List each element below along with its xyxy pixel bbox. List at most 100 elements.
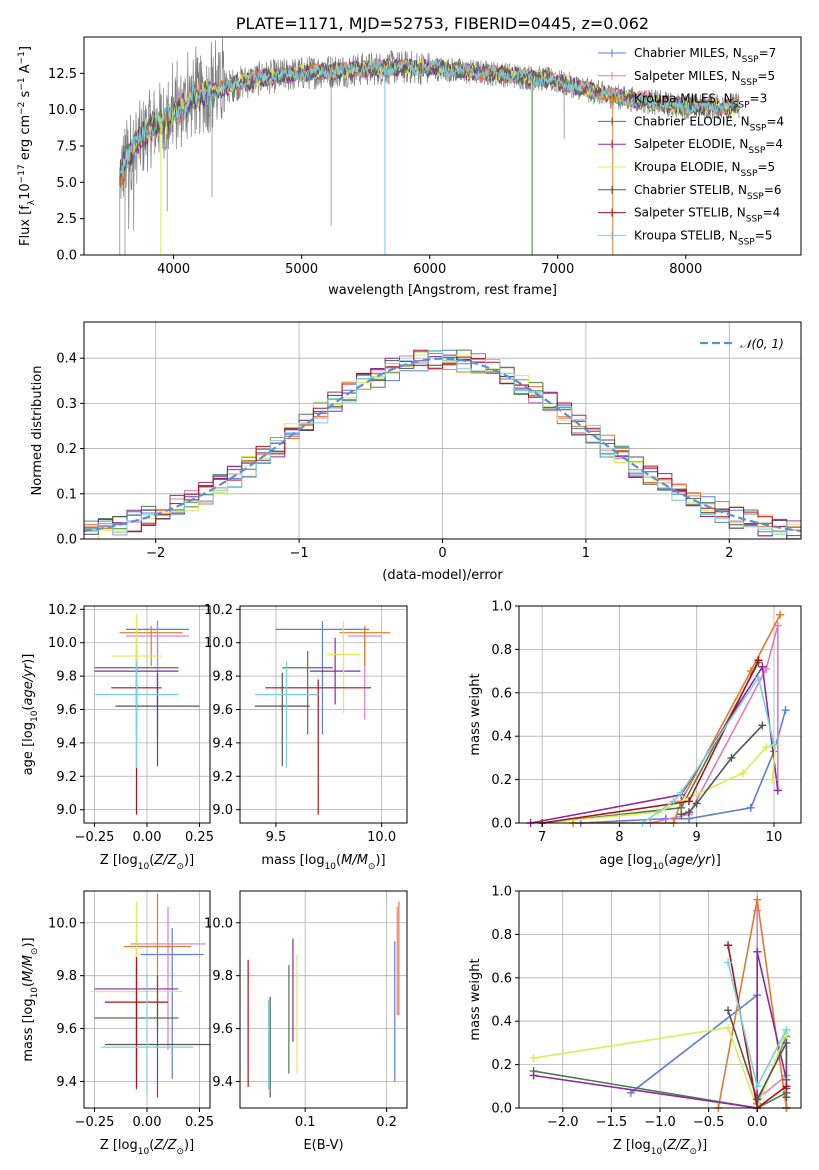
weight-marker (782, 1038, 791, 1047)
y-axis-label: Normed distribution (30, 366, 45, 496)
x-tick-label: 8 (615, 830, 623, 845)
x-tick-label: 7000 (541, 262, 574, 277)
weight-marker (724, 1023, 733, 1032)
weight-marker (782, 1093, 791, 1102)
legend-label: Chabrier ELODIE, NSSP=4 (634, 114, 784, 133)
y-tick-label: 0.2 (491, 1058, 512, 1073)
legend-label: Chabrier STELIB, NSSP=6 (634, 183, 782, 202)
y-axis-label: mass weight (468, 673, 483, 755)
weight-marker (724, 958, 733, 967)
y-tick-label: 0.8 (491, 643, 512, 658)
age_vs_mass-panel: 9.5 10.0 9.0 9.2 9.4 9.6 9.8 10.0 10.2 mass [log1… (204, 603, 408, 872)
y-tick-label: 10.2 (204, 603, 233, 618)
errorbar-point (254, 672, 310, 767)
y-tick-label: 9.4 (56, 1075, 77, 1090)
x-tick-label: 8000 (669, 262, 702, 277)
normal-reference-curve (84, 357, 801, 533)
x-axis-label: Z [log10(Z/Z⊙)] (613, 1138, 707, 1157)
y-tick-label: 9.6 (56, 703, 77, 718)
weight-line (542, 743, 777, 824)
x-axis-label: wavelength [Angstrom, rest frame] (328, 283, 557, 298)
x-tick-label: 0.1 (295, 1115, 316, 1130)
x-tick-label: 0 (438, 546, 446, 561)
weight-marker (753, 947, 762, 956)
x-tick-label: 0.25 (185, 830, 214, 845)
errorbar-point (94, 661, 179, 768)
y-tick-label: 5.0 (56, 176, 77, 191)
weight-marker (677, 810, 686, 819)
x-tick-label: −0.5 (693, 1115, 725, 1130)
x-tick-label: −1.0 (644, 1115, 676, 1130)
x-tick-label: 1 (582, 546, 590, 561)
weight-line (573, 614, 781, 824)
y-tick-label: 9.8 (212, 969, 233, 984)
weight-marker (746, 803, 755, 812)
weight-marker (782, 1082, 791, 1091)
age_vs_Z-panel: −0.25 0.00 0.25 9.0 9.2 9.4 9.6 9.8 10.0 10.2 Z [l… (21, 603, 214, 872)
y-tick-label: 0.4 (56, 352, 77, 367)
y-tick-label: 0.0 (491, 817, 512, 832)
x-tick-label: −0.25 (75, 1115, 115, 1130)
weight-marker (754, 673, 763, 682)
legend-label: Salpeter MILES, NSSP=5 (634, 69, 775, 88)
weight-series (569, 610, 785, 827)
weight-series (638, 673, 778, 827)
legend-label: Chabrier MILES, NSSP=7 (634, 46, 776, 65)
model-spectrum (119, 58, 740, 177)
errorbar-plot (90, 893, 210, 1098)
y-tick-label: 9.2 (212, 770, 233, 785)
errorbar-point (339, 626, 391, 667)
weight-line (580, 709, 787, 824)
legend-label: Salpeter ELODIE, NSSP=4 (634, 137, 783, 156)
x-tick-label: 9.5 (266, 830, 287, 845)
legend-label: Salpeter STELIB, NSSP=4 (634, 206, 780, 225)
y-tick-label: 0.8 (491, 928, 512, 943)
x-tick-label: 0.00 (133, 830, 162, 845)
axes-frame (239, 890, 408, 1109)
weight-marker (758, 662, 767, 671)
x-tick-label: 0.2 (376, 1115, 397, 1130)
x-tick-label: −2 (146, 546, 165, 561)
x-tick-label: −2.0 (547, 1115, 579, 1130)
y-tick-label: 1.0 (491, 885, 512, 900)
massweight_vs_Z-panel: −2.0 −1.5 −1.0 −0.5 0.0 0.0 0.2 0.4 0.6 0.8 1.0 Z [… (468, 885, 802, 1157)
y-tick-label: 9.6 (56, 1022, 77, 1037)
legend-label: Kroupa STELIB, NSSP=5 (634, 228, 772, 247)
errorbar-plot (254, 621, 391, 815)
weight-marker (753, 895, 762, 904)
y-tick-label: 0.1 (56, 487, 77, 502)
histogram-plot (84, 349, 801, 539)
x-axis-label: E(B-V) (303, 1138, 343, 1153)
weight-marker (677, 788, 686, 797)
x-tick-label: −1.5 (596, 1115, 628, 1130)
y-tick-label: 10.0 (204, 636, 233, 651)
weight-marker (781, 706, 790, 715)
errorbar-point (130, 906, 206, 1050)
x-tick-label: 2 (725, 546, 733, 561)
y-tick-label: 7.5 (56, 140, 77, 155)
y-tick-label: 0.0 (56, 249, 77, 264)
weight-series (724, 958, 791, 1091)
y-tick-label: 9.8 (56, 670, 77, 685)
errorbar-point (105, 975, 210, 1098)
model-spectrum (119, 58, 740, 186)
weight-marker (769, 740, 778, 749)
chart-title: PLATE=1171, MJD=52753, FIBERID=0445, z=0… (236, 14, 649, 33)
y-tick-label: 9.0 (56, 803, 77, 818)
weight-marker (529, 1054, 538, 1063)
y-tick-label: 10.0 (48, 916, 77, 931)
y-tick-label: 12.5 (48, 67, 77, 82)
x-tick-label: 9 (693, 830, 701, 845)
x-axis-label: mass [log10(M/M⊙)] (261, 853, 385, 872)
weight-marker (773, 786, 782, 795)
x-tick-label: 5000 (285, 262, 318, 277)
x-tick-label: 6000 (413, 262, 446, 277)
axes-frame (239, 605, 408, 824)
weight-marker (684, 808, 693, 817)
y-tick-label: 9.6 (212, 1022, 233, 1037)
weight-marker (754, 656, 763, 665)
y-tick-label: 0.3 (56, 397, 77, 412)
y-tick-label: 0.4 (491, 1015, 512, 1030)
errorbar-point (254, 661, 319, 768)
